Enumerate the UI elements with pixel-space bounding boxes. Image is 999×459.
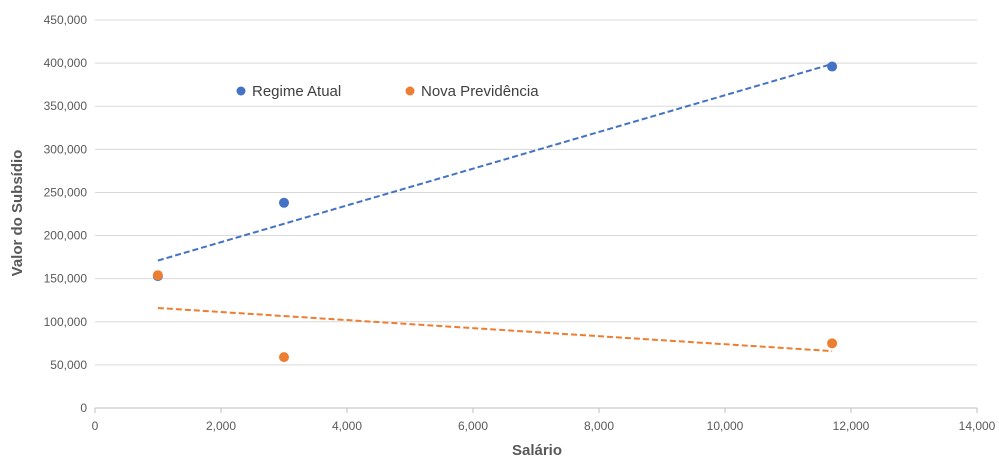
y-tick-label: 300,000 xyxy=(44,142,88,156)
legend-label-series-1: Regime Atual xyxy=(252,83,341,100)
y-tick-label: 400,000 xyxy=(44,56,88,70)
data-point-series-1 xyxy=(827,61,838,72)
y-tick-label: 250,000 xyxy=(44,185,88,199)
x-tick-label: 10,000 xyxy=(707,419,744,433)
y-tick-label: 0 xyxy=(80,401,87,415)
legend-marker-series-1 xyxy=(236,86,246,96)
trendlines xyxy=(157,63,833,353)
x-tick-label: 0 xyxy=(92,419,99,433)
trendline-series-2 xyxy=(157,306,833,353)
x-axis-title: Salário xyxy=(512,442,562,459)
trendline-series-1 xyxy=(157,63,833,262)
x-tick-label: 14,000 xyxy=(959,419,996,433)
x-tick-label: 2,000 xyxy=(206,419,236,433)
y-tick-label: 450,000 xyxy=(44,13,88,27)
legend: Regime Atual Nova Previdência xyxy=(236,83,539,100)
legend-label-series-2: Nova Previdência xyxy=(421,83,539,100)
y-tick-label: 200,000 xyxy=(44,229,88,243)
y-tick-label: 350,000 xyxy=(44,99,88,113)
data-point-series-2 xyxy=(279,352,289,363)
y-tick-label: 50,000 xyxy=(50,358,87,372)
x-tick-label: 4,000 xyxy=(332,419,362,433)
data-point-series-1 xyxy=(279,197,289,208)
y-axis-title: Valor do Subsídio xyxy=(9,150,26,277)
data-point-series-2 xyxy=(152,270,163,281)
x-tick-label: 6,000 xyxy=(458,419,488,433)
y-tick-label: 150,000 xyxy=(44,272,88,286)
data-point-series-2 xyxy=(827,338,838,349)
legend-marker-series-2 xyxy=(405,86,415,96)
y-tick-label: 100,000 xyxy=(44,315,88,329)
x-tick-label: 8,000 xyxy=(584,419,614,433)
data-points xyxy=(152,61,838,363)
gridlines xyxy=(95,19,977,366)
x-tick-label: 12,000 xyxy=(833,419,870,433)
axes: 0 50,000 100,000 150,000 200,000 250,000 300,0… xyxy=(44,13,996,433)
